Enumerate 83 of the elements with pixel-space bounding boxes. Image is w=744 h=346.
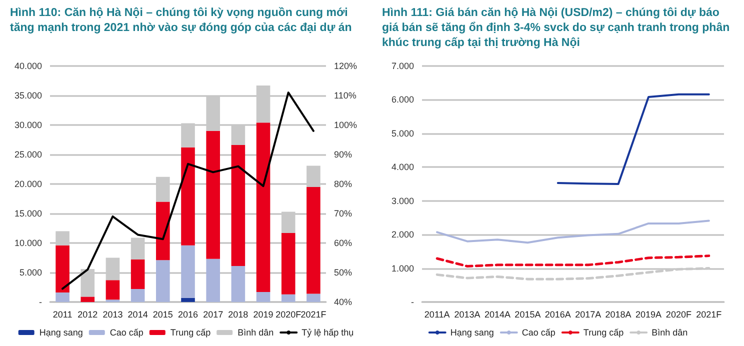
y-tick-label: 20.000: [14, 179, 42, 189]
y2-tick-label: 70%: [334, 208, 352, 218]
x-tick-label: 2016A: [544, 310, 571, 320]
y2-tick-label: 100%: [334, 120, 358, 130]
legend-label: Trung cấp: [170, 328, 211, 338]
bar: [206, 258, 220, 302]
y2-tick-label: 50%: [334, 268, 352, 278]
x-tick-label: 2020F: [276, 310, 302, 320]
bar: [206, 130, 220, 259]
legend-label: Tỷ lệ hấp thụ: [302, 328, 354, 338]
y-tick-label: 10.000: [14, 238, 42, 248]
bar: [256, 122, 270, 292]
x-tick-label: 2016: [178, 310, 198, 320]
bar: [256, 292, 270, 302]
legend-label: Trung cấp: [583, 328, 624, 338]
line-series: [436, 254, 710, 268]
x-tick-label: 2011A: [424, 310, 450, 320]
x-tick-label: 2017: [203, 310, 224, 320]
legend-label: Hạng sang: [39, 328, 83, 338]
bar: [231, 145, 246, 266]
bar: [130, 260, 145, 290]
bar: [106, 280, 120, 300]
y2-tick-label: 110%: [334, 90, 356, 100]
y-tick-label: 2.000: [391, 230, 414, 240]
y2-tick-label: 80%: [334, 179, 352, 189]
x-tick-label: 2011: [52, 310, 72, 320]
bar: [130, 289, 145, 302]
bar: [156, 202, 170, 260]
y-tick-label: 6.000: [391, 94, 414, 105]
bar: [181, 147, 195, 246]
x-tick-label: 2018: [228, 310, 248, 320]
bar: [306, 294, 320, 302]
x-tick-label: 2021F: [300, 310, 327, 320]
line-series: [436, 220, 710, 244]
x-tick-label: 2017A: [575, 310, 602, 320]
legend-label: Hạng sang: [450, 328, 494, 338]
y-tick-label: 5.000: [19, 268, 42, 278]
legend-label: Cao cấp: [522, 328, 556, 338]
legend-label: Bình dân: [238, 328, 274, 338]
legend-label: Bình dân: [652, 328, 688, 338]
x-tick-label: 2019A: [635, 310, 662, 320]
bar: [181, 298, 195, 302]
y-tick-label: 3.000: [391, 196, 414, 206]
x-tick-label: 2020F: [666, 310, 692, 320]
bar: [281, 232, 296, 294]
legend-label: Cao cấp: [110, 328, 144, 338]
x-tick-label: 2018A: [605, 310, 632, 320]
x-tick-label: 2012: [78, 310, 98, 320]
x-tick-label: 2021F: [696, 310, 722, 320]
line-series: [62, 92, 314, 290]
y-tick-label: 25.000: [14, 150, 42, 160]
y-tick-label: -: [39, 297, 42, 307]
y-tick-label: 15.000: [14, 208, 42, 218]
y-tick-label: 7.000: [391, 61, 414, 71]
y2-tick-label: 60%: [334, 238, 352, 248]
x-tick-label: 2013A: [454, 310, 480, 320]
x-tick-label: 2015A: [514, 310, 541, 320]
y-tick-label: -: [411, 297, 414, 307]
chart-title: Hình 110: Căn hộ Hà Nội – chúng tôi kỳ vọng nguồn cung mới tăng mạnh trong 2021 nhờ vào sự đóng góp của các đại dự án: [9, 6, 353, 36]
y2-tick-label: 120%: [334, 61, 358, 71]
bar: [181, 245, 195, 298]
bar: [231, 266, 246, 302]
bar: [306, 186, 320, 294]
bar: [56, 245, 70, 293]
x-tick-label: 2019: [253, 310, 274, 320]
bar: [281, 294, 296, 302]
bar: [156, 260, 170, 302]
bar: [56, 292, 70, 302]
y-tick-label: 40.000: [14, 61, 42, 71]
line-series: [556, 93, 710, 185]
chart-title: Hình 111: Giá bán căn hộ Hà Nội (USD/m2) – chúng tôi dự báo giá bán sẽ tăng ổn định 3-4% svck do sự cạnh tranh trong phân khúc trung cấp tại thị trường Hà Nội: [381, 6, 731, 51]
y-tick-label: 1.000: [391, 263, 414, 274]
x-tick-label: 2014: [128, 310, 148, 320]
bar: [80, 296, 95, 302]
y-tick-label: 5.000: [391, 128, 414, 138]
y2-tick-label: 40%: [334, 297, 352, 307]
y-tick-label: 4.000: [391, 162, 414, 172]
y2-tick-label: 90%: [334, 150, 352, 160]
x-tick-label: 2015: [152, 310, 173, 320]
y-tick-label: 35.000: [14, 90, 42, 100]
x-tick-label: 2014A: [484, 310, 511, 320]
x-tick-label: 2013: [102, 310, 123, 320]
y-tick-label: 30.000: [14, 120, 42, 130]
